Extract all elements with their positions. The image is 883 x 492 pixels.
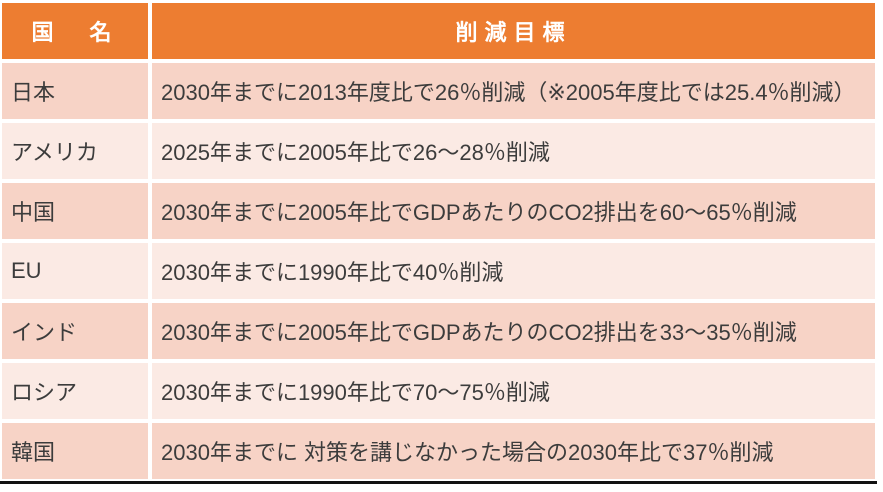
country-cell: EU: [0, 241, 150, 301]
target-cell: 2030年までに1990年比で40％削減: [150, 241, 877, 301]
header-row: 国 名 削減目標: [0, 1, 877, 61]
target-cell: 2030年までに2005年比でGDPあたりのCO2排出を33～35％削減: [150, 301, 877, 361]
target-cell: 2030年までに1990年比で70～75％削減: [150, 361, 877, 421]
target-cell: 2030年までに2005年比でGDPあたりのCO2排出を60～65％削減: [150, 181, 877, 241]
table-row-eu: EU 2030年までに1990年比で40％削減: [0, 241, 877, 301]
table-row-china: 中国 2030年までに2005年比でGDPあたりのCO2排出を60～65％削減: [0, 181, 877, 241]
country-cell: ロシア: [0, 361, 150, 421]
table-row-russia: ロシア 2030年までに1990年比で70～75％削減: [0, 361, 877, 421]
country-cell: 中国: [0, 181, 150, 241]
table-row-usa: アメリカ 2025年までに2005年比で26～28％削減: [0, 121, 877, 181]
table-row-india: インド 2030年までに2005年比でGDPあたりのCO2排出を33～35％削減: [0, 301, 877, 361]
table-row-japan: 日本 2030年までに2013年度比で26％削減（※2005年度比では25.4％…: [0, 61, 877, 121]
country-cell: アメリカ: [0, 121, 150, 181]
target-cell: 2030年までに 対策を講じなかった場合の2030年比で37％削減: [150, 421, 877, 481]
target-cell: 2030年までに2013年度比で26％削減（※2005年度比では25.4％削減）: [150, 61, 877, 121]
header-cell-country: 国 名: [0, 1, 150, 61]
country-cell: 韓国: [0, 421, 150, 481]
header-cell-target: 削減目標: [150, 1, 877, 61]
table-row-korea: 韓国 2030年までに 対策を講じなかった場合の2030年比で37％削減: [0, 421, 877, 481]
target-cell: 2025年までに2005年比で26～28％削減: [150, 121, 877, 181]
country-cell: 日本: [0, 61, 150, 121]
country-cell: インド: [0, 301, 150, 361]
reduction-targets-table: 国 名 削減目標 日本 2030年までに2013年度比で26％削減（※2005年…: [0, 1, 877, 484]
